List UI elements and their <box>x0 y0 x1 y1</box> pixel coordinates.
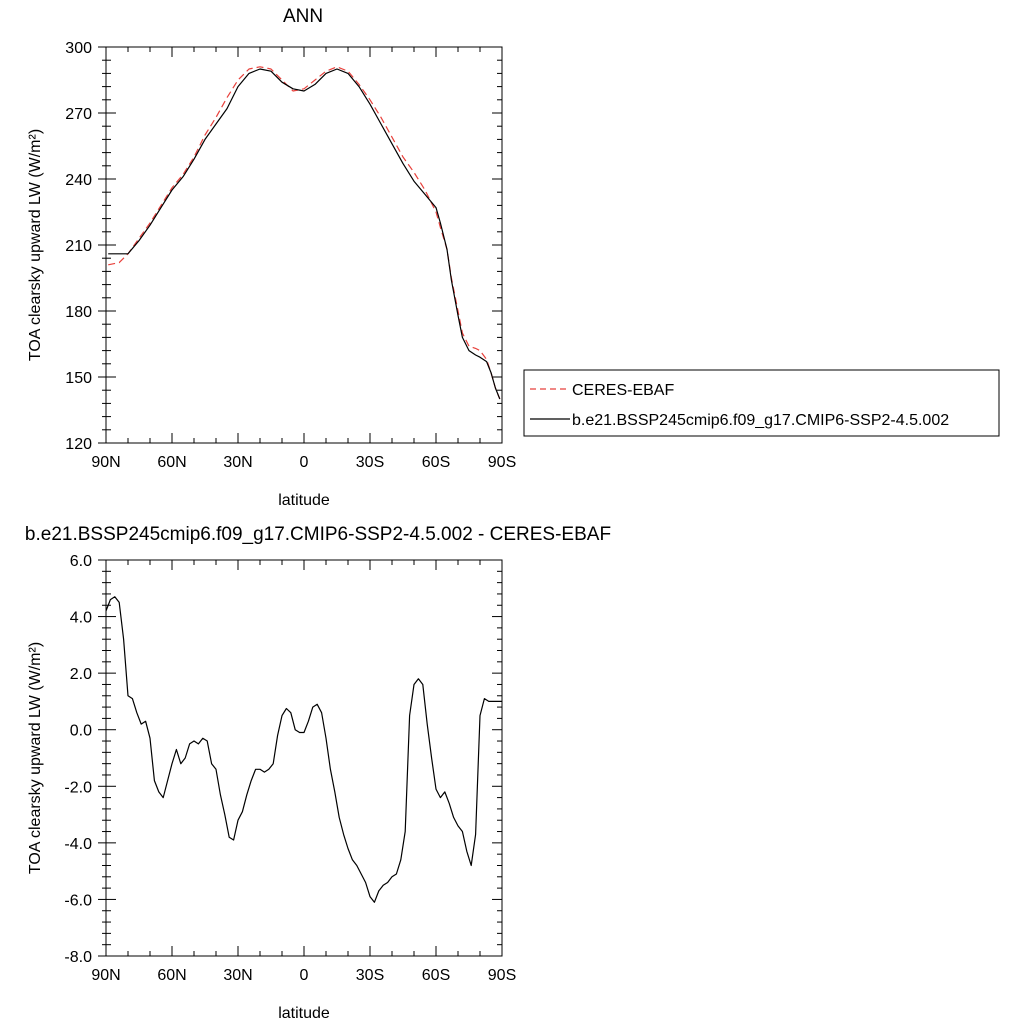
top-y-axis-title: TOA clearsky upward LW (W/m²) <box>27 129 44 361</box>
bottom-ticks: 90N 60N 30N 0 30S 60S 90S -8.0 -6.0 -4.0 -2.0 0.0 2.… <box>64 553 516 984</box>
bottom-panel: b.e21.BSSP245cmip6.f09_g17.CMIP6-SSP2-4.… <box>25 524 611 1022</box>
top-chart-title: ANN <box>283 6 323 27</box>
x-tick-label: 90S <box>488 967 516 984</box>
x-tick-label: 30S <box>356 454 384 471</box>
top-plot-frame <box>105 46 503 444</box>
y-tick-label: 150 <box>65 370 92 387</box>
bottom-chart-title: b.e21.BSSP245cmip6.f09_g17.CMIP6-SSP2-4.… <box>25 524 611 545</box>
x-tick-label: 90N <box>91 967 120 984</box>
top-series-group <box>108 66 501 400</box>
y-tick-label: 270 <box>65 106 92 123</box>
top-x-axis-title: latitude <box>278 492 330 509</box>
legend-label-ceres: CERES-EBAF <box>572 382 674 399</box>
legend-box <box>523 369 1000 437</box>
y-tick-label: -6.0 <box>64 892 92 909</box>
x-tick-label: 90S <box>488 454 516 471</box>
y-tick-label: -8.0 <box>64 949 92 966</box>
x-tick-label: 30N <box>223 454 252 471</box>
bottom-plot-frame <box>105 559 503 957</box>
top-series-line-0 <box>108 66 501 400</box>
y-tick-label: 120 <box>65 436 92 453</box>
bottom-x-axis-title: latitude <box>278 1005 330 1022</box>
top-series-line-1 <box>108 68 501 400</box>
x-tick-label: 60S <box>422 454 450 471</box>
x-tick-label: 60N <box>157 967 186 984</box>
y-tick-label: 4.0 <box>70 610 92 627</box>
y-tick-label: -4.0 <box>64 836 92 853</box>
x-tick-label: 30N <box>223 967 252 984</box>
y-tick-label: -2.0 <box>64 779 92 796</box>
y-tick-label: 2.0 <box>70 666 92 683</box>
x-tick-label: 60N <box>157 454 186 471</box>
x-tick-label: 30S <box>356 967 384 984</box>
y-tick-label: 300 <box>65 40 92 57</box>
bottom-series-line-0 <box>105 596 502 903</box>
y-tick-label: 240 <box>65 172 92 189</box>
top-panel: ANN TOA clearsky upward LW (W/m²) latitu… <box>27 6 516 509</box>
x-tick-label: 90N <box>91 454 120 471</box>
y-tick-label: 180 <box>65 304 92 321</box>
bottom-series-group <box>105 596 502 903</box>
x-tick-label: 0 <box>300 967 309 984</box>
bottom-y-axis-title: TOA clearsky upward LW (W/m²) <box>27 642 44 874</box>
y-tick-label: 210 <box>65 238 92 255</box>
y-tick-label: 6.0 <box>70 553 92 570</box>
legend: CERES-EBAF b.e21.BSSP245cmip6.f09_g17.CM… <box>523 369 1000 437</box>
x-tick-label: 60S <box>422 967 450 984</box>
y-tick-label: 0.0 <box>70 723 92 740</box>
x-tick-label: 0 <box>300 454 309 471</box>
legend-label-model: b.e21.BSSP245cmip6.f09_g17.CMIP6-SSP2-4.… <box>572 412 949 429</box>
top-ticks: 90N 60N 30N 0 30S 60S 90S 120 150 180 210 240 270 300 <box>65 40 516 471</box>
